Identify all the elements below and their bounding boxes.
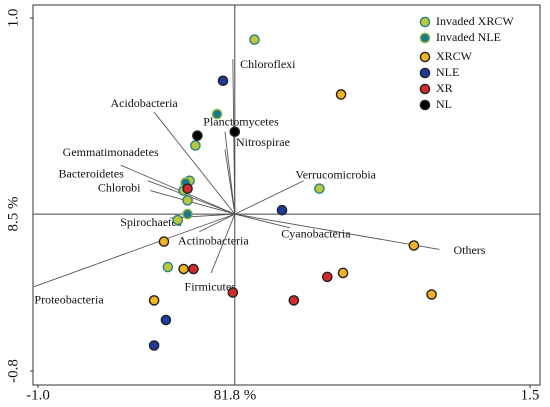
arrow-label: Others: [453, 243, 485, 257]
arrow: [234, 180, 304, 215]
arrow: [234, 213, 440, 250]
y-axis-label: 8.5 %: [5, 197, 21, 232]
arrow-label: Gemmatimonadetes: [63, 145, 159, 159]
arrow: [33, 213, 235, 288]
legend-marker: [419, 83, 431, 95]
legend-label: NLE: [436, 65, 459, 79]
arrow: [120, 164, 235, 215]
point: [217, 75, 229, 87]
point: [408, 240, 420, 251]
x-tick-label: 1.5: [521, 387, 540, 403]
arrow-label: Actinobacteria: [178, 234, 249, 248]
point: [172, 214, 184, 226]
legend-label: NL: [436, 97, 452, 111]
point: [182, 183, 193, 194]
arrow-label: Firmicutes: [185, 280, 237, 294]
arrow: [234, 213, 291, 229]
arrow: [153, 111, 236, 215]
legend-marker: [419, 16, 431, 28]
point: [314, 183, 325, 194]
point: [337, 267, 349, 279]
legend-marker: [419, 51, 431, 63]
point: [288, 295, 300, 306]
arrow-label: Chlorobi: [98, 180, 141, 194]
arrow-label: Bacteroidetes: [59, 167, 125, 181]
arrow: [210, 213, 236, 274]
point: [182, 208, 193, 220]
point: [182, 195, 193, 206]
y-tick-label: -0.8: [5, 359, 21, 383]
x-tick-label: -1.0: [26, 387, 50, 403]
legend-marker: [419, 99, 431, 111]
point: [158, 236, 170, 247]
point: [211, 108, 223, 120]
point: [192, 130, 203, 141]
point: [148, 340, 160, 351]
arrow: [199, 213, 236, 233]
point: [249, 34, 260, 45]
point: [229, 126, 241, 138]
legend-label: Invaded XRCW: [436, 14, 514, 28]
arrow-label: Chloroflexi: [240, 57, 296, 71]
arrow-label: Verrucomicrobia: [295, 168, 376, 182]
arrow-label: Proteobacteria: [34, 292, 104, 306]
arrow-label: Planctomycetes: [203, 114, 279, 128]
point: [321, 271, 333, 283]
arrow-label: Nitrospirae: [236, 135, 290, 149]
legend-marker: [419, 32, 431, 44]
point: [190, 140, 201, 151]
point: [162, 261, 174, 273]
arrow-label: Spirochaetes: [120, 215, 182, 229]
point: [426, 289, 437, 300]
arrow-label: Cyanobacteria: [281, 227, 351, 241]
legend-label: Invaded NLE: [436, 30, 501, 44]
legend-label: XRCW: [436, 49, 473, 63]
plot-frame: [32, 4, 541, 386]
point: [335, 89, 347, 100]
legend-marker: [419, 67, 431, 79]
point: [178, 263, 189, 275]
x-axis-label: 81.8 %: [214, 387, 257, 403]
point: [276, 204, 288, 216]
point: [148, 295, 160, 306]
y-tick-label: 1.0: [5, 9, 21, 28]
arrow: [224, 149, 236, 215]
point: [160, 314, 172, 326]
point: [188, 263, 199, 275]
legend-label: XR: [436, 81, 453, 95]
arrow-label: Acidobacteria: [110, 96, 178, 110]
point: [227, 287, 239, 298]
